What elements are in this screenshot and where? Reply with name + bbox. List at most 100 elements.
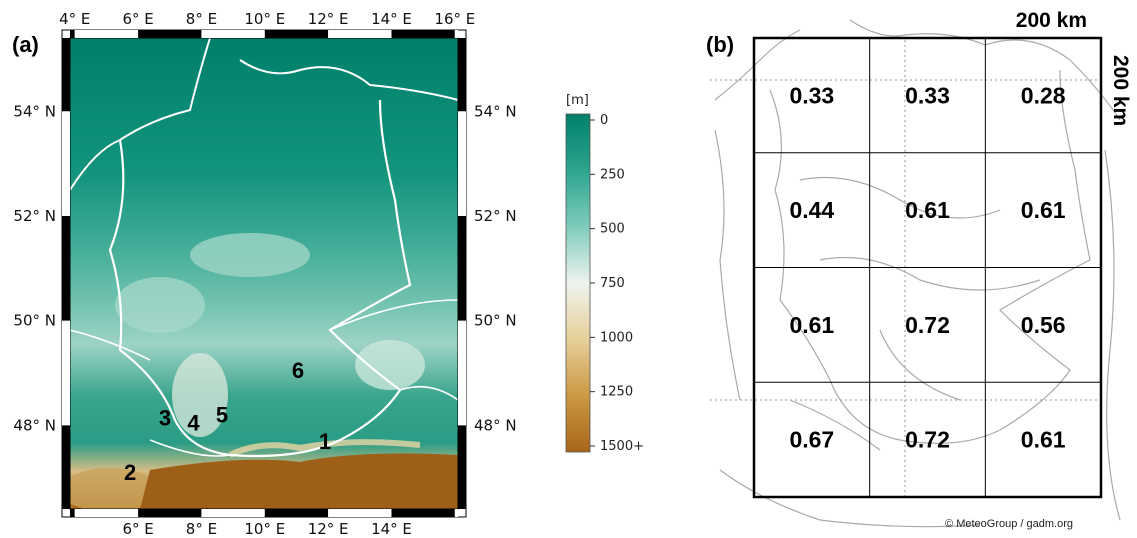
frame-bar-right — [458, 215, 466, 321]
panel-b-label: (b) — [706, 32, 734, 57]
panel-a-label: (a) — [12, 32, 39, 57]
site-label: 5 — [216, 403, 228, 428]
lon-tick-label: 8° E — [186, 520, 217, 538]
credit-text: © MeteoGroup / gadm.org — [945, 518, 1073, 530]
alpine-foothills — [228, 439, 421, 458]
frame-bar-bottom — [70, 509, 75, 517]
national-border — [108, 99, 412, 458]
site-label: 6 — [292, 358, 304, 383]
lat-tick-label: 48° N — [13, 416, 56, 434]
site-label: 3 — [159, 405, 171, 430]
colorbar-ticks: 0 250 500 750 1000 1250 1500+ — [590, 113, 644, 454]
colorbar-tick-label: 250 — [600, 167, 625, 182]
colorbar-unit: [m] — [566, 93, 589, 108]
scale-x-label: 200 km — [1016, 9, 1087, 32]
frame-bar-left — [62, 425, 70, 509]
grid-cell-value: 0.67 — [789, 427, 834, 453]
grid-cell-value: 0.61 — [905, 197, 950, 223]
frame-bar-top — [328, 30, 392, 38]
grid-cell-value: 0.28 — [1021, 82, 1066, 108]
frame-bar-top — [264, 30, 329, 38]
colorbar-tick-label: 0 — [600, 113, 608, 128]
lon-tick-label: 16° E — [434, 10, 475, 28]
lon-tick-label: 14° E — [371, 520, 412, 538]
lat-tick-label: 52° N — [474, 207, 517, 225]
frame-bar-top — [74, 30, 139, 38]
grid-cell-value: 0.72 — [905, 427, 950, 453]
lat-tick-label: 50° N — [13, 312, 56, 330]
lon-tick-label: 10° E — [244, 520, 285, 538]
lat-ticks-left: 54° N 52° N 50° N 48° N — [13, 102, 56, 434]
frame-bar-bottom — [264, 509, 329, 517]
frame-bar-bottom — [138, 509, 202, 517]
colorbar-tick-label: 500 — [600, 222, 625, 237]
grid-cell-value: 0.33 — [905, 82, 950, 108]
black-forest — [172, 353, 228, 437]
colorbar-tick-label: 750 — [600, 276, 625, 291]
frame-bar-bottom — [391, 509, 455, 517]
lon-tick-label: 14° E — [371, 10, 412, 28]
lat-tick-label: 52° N — [13, 207, 56, 225]
edge-outlines — [714, 129, 1121, 528]
frame-bar-top — [138, 30, 202, 38]
grid-cell-value: 0.44 — [789, 197, 834, 223]
colorbar-tick-label: 1250 — [600, 385, 633, 400]
lon-tick-label: 4° E — [59, 10, 90, 28]
country-outline — [769, 69, 1091, 444]
lon-tick-label: 6° E — [122, 10, 153, 28]
frame-bar-top — [70, 30, 75, 38]
frame-bar-left — [62, 320, 70, 426]
colorbar: [m] 0 250 500 750 1000 1250 1500+ — [565, 93, 644, 454]
frame-bar-bottom — [74, 509, 139, 517]
site-label: 4 — [187, 411, 200, 436]
colorbar-tick-label: 1000 — [600, 330, 633, 345]
grid-cell-value: 0.61 — [1021, 427, 1066, 453]
alps — [140, 453, 458, 509]
frame-bar-bottom — [201, 509, 265, 517]
site-label: 2 — [124, 460, 136, 485]
frame-bar-left — [62, 215, 70, 321]
frame-bar-bottom — [328, 509, 392, 517]
terrain-map — [70, 38, 458, 509]
colorbar-tick-label: 1500+ — [600, 439, 644, 454]
lat-tick-label: 50° N — [474, 312, 517, 330]
site-label: 1 — [319, 429, 331, 454]
lon-tick-label: 8° E — [186, 10, 217, 28]
coastline — [70, 38, 458, 191]
grid-cell-value: 0.61 — [1021, 197, 1066, 223]
grid-cell-value: 0.61 — [789, 312, 834, 338]
frame-bar-right — [458, 111, 466, 216]
lon-ticks-top: 4° E 6° E 8° E 10° E 12° E 14° E 16° E — [59, 10, 475, 28]
rhenish-massif — [115, 277, 205, 333]
lon-tick-label: 12° E — [308, 520, 349, 538]
lat-tick-label: 48° N — [474, 416, 517, 434]
lat-ticks-right: 54° N 52° N 50° N 48° N — [474, 102, 517, 434]
frame-bar-bottom — [454, 509, 458, 517]
frame-bar-left — [62, 111, 70, 216]
frame-bar-top — [391, 30, 455, 38]
state-outlines — [789, 176, 1041, 451]
frame-bar-top — [201, 30, 265, 38]
map-frame — [61, 29, 467, 518]
lat-tick-label: 54° N — [474, 102, 517, 120]
lon-tick-label: 10° E — [244, 10, 285, 28]
colorbar-ramp — [565, 113, 591, 453]
frame-bar-right — [458, 38, 466, 112]
frame-bar-right — [458, 320, 466, 426]
grid-cell-value: 0.33 — [789, 82, 834, 108]
lon-tick-label: 12° E — [308, 10, 349, 28]
jura — [70, 468, 160, 509]
scale-y-label: 200 km — [1109, 55, 1132, 126]
grid-outer-box — [752, 36, 1103, 499]
grid-cell-value: 0.72 — [905, 312, 950, 338]
grid-boxes: 0.33 0.33 0.28 0.44 0.61 0.61 0.61 0.72 0.56 0.67… — [752, 36, 1103, 499]
graticule — [710, 40, 1105, 500]
frame-bar-top — [454, 30, 458, 38]
site-markers: 1 2 3 4 5 6 — [124, 358, 331, 485]
frame-bar-right — [458, 425, 466, 509]
neighbor-borders — [70, 299, 458, 457]
grid-cell-value: 0.56 — [1021, 312, 1066, 338]
lon-tick-label: 6° E — [122, 520, 153, 538]
frame-bar-left — [62, 38, 70, 112]
